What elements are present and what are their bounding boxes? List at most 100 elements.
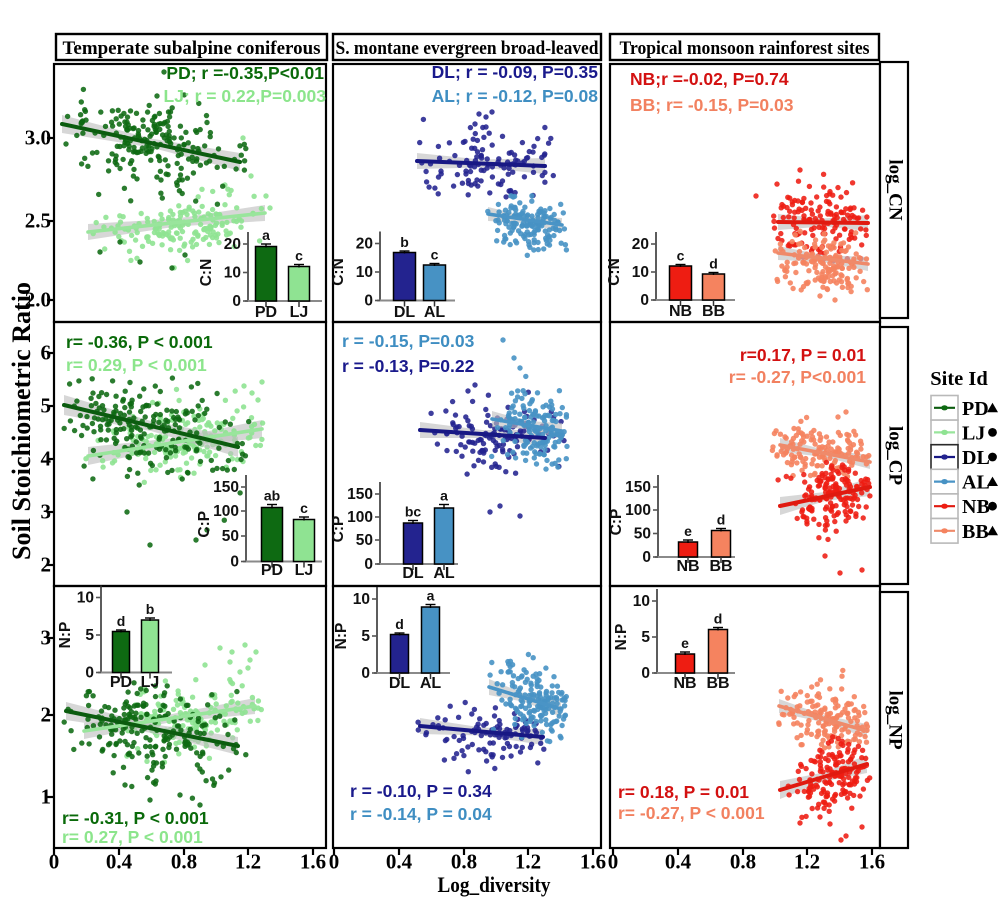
- svg-text:log_NP: log_NP: [885, 690, 906, 750]
- svg-text:c: c: [677, 248, 685, 264]
- svg-text:0.8: 0.8: [451, 850, 477, 874]
- svg-text:100: 100: [213, 503, 239, 520]
- svg-text:Log_diversity: Log_diversity: [438, 872, 551, 897]
- svg-text:C:N: C:N: [606, 258, 623, 286]
- svg-text:BB: BB: [706, 675, 729, 692]
- svg-text:0.4: 0.4: [386, 850, 413, 874]
- svg-text:DL: DL: [402, 565, 424, 582]
- svg-text:2: 2: [41, 553, 52, 577]
- svg-text:AL: AL: [433, 565, 455, 582]
- svg-text:r= 0.29, P < 0.001: r= 0.29, P < 0.001: [66, 355, 207, 375]
- svg-text:150: 150: [213, 479, 239, 496]
- svg-text:NB: NB: [669, 303, 692, 320]
- svg-text:50: 50: [634, 526, 651, 543]
- svg-text:d: d: [717, 512, 726, 528]
- svg-text:N:P: N:P: [613, 624, 630, 651]
- svg-text:C:N: C:N: [330, 258, 347, 286]
- svg-text:LJ: LJ: [962, 422, 985, 444]
- svg-text:d: d: [709, 256, 718, 272]
- svg-text:0.8: 0.8: [730, 850, 756, 874]
- svg-text:5: 5: [41, 394, 52, 418]
- svg-text:r= -0.31, P < 0.001: r= -0.31, P < 0.001: [62, 808, 209, 828]
- svg-text:r= -0.27, P < 0.001: r= -0.27, P < 0.001: [618, 803, 765, 823]
- svg-text:NB: NB: [676, 558, 699, 575]
- svg-text:r = -0.15, P=0.03: r = -0.15, P=0.03: [342, 331, 475, 351]
- svg-text:a: a: [440, 488, 448, 504]
- svg-text:BB; r= -0.15, P=0.03: BB; r= -0.15, P=0.03: [630, 95, 794, 115]
- svg-text:1: 1: [41, 785, 52, 809]
- svg-text:r=0.17, P = 0.01: r=0.17, P = 0.01: [740, 345, 866, 365]
- svg-text:Tropical monsoon rainforest si: Tropical monsoon rainforest sites: [620, 38, 870, 59]
- svg-text:6: 6: [41, 341, 52, 365]
- svg-text:0: 0: [364, 556, 373, 573]
- svg-text:0: 0: [364, 293, 373, 310]
- svg-text:C:P: C:P: [196, 511, 213, 538]
- svg-text:1.2: 1.2: [515, 850, 541, 874]
- svg-text:AL: AL: [962, 472, 990, 494]
- svg-text:1.6: 1.6: [859, 850, 885, 874]
- svg-text:20: 20: [356, 236, 373, 253]
- svg-text:5: 5: [641, 629, 650, 646]
- svg-text:0: 0: [608, 850, 619, 874]
- svg-text:S. montane evergreen broad-lea: S. montane evergreen broad-leaved: [336, 38, 599, 59]
- svg-text:c: c: [431, 247, 439, 263]
- svg-text:0: 0: [641, 665, 650, 682]
- svg-text:r = -0.14, P = 0.04: r = -0.14, P = 0.04: [350, 804, 492, 824]
- svg-text:LJ; r = 0.22,P=0.003: LJ; r = 0.22,P=0.003: [164, 86, 327, 106]
- svg-text:BB: BB: [702, 303, 725, 320]
- svg-text:C:P: C:P: [608, 509, 625, 536]
- svg-text:0: 0: [361, 665, 370, 682]
- svg-text:LJ: LJ: [290, 304, 309, 321]
- svg-text:0: 0: [232, 293, 241, 310]
- svg-text:AL: AL: [424, 304, 446, 321]
- svg-text:DL; r = -0.09, P=0.35: DL; r = -0.09, P=0.35: [432, 62, 599, 82]
- svg-text:a: a: [262, 227, 270, 243]
- svg-text:NB;r =-0.02, P=0.74: NB;r =-0.02, P=0.74: [630, 69, 789, 89]
- svg-text:0.8: 0.8: [171, 850, 197, 874]
- svg-text:10: 10: [77, 590, 94, 607]
- svg-text:0: 0: [329, 850, 340, 874]
- svg-text:PD; r =-0.35,P<0.01: PD; r =-0.35,P<0.01: [166, 63, 324, 83]
- svg-text:Site Id: Site Id: [930, 368, 988, 390]
- svg-text:0: 0: [230, 554, 239, 571]
- svg-text:20: 20: [224, 236, 241, 253]
- svg-text:b: b: [146, 601, 155, 617]
- svg-text:r= -0.27, P<0.001: r= -0.27, P<0.001: [729, 367, 866, 387]
- svg-text:2: 2: [41, 703, 52, 727]
- svg-text:PD: PD: [110, 674, 132, 691]
- svg-text:NB: NB: [962, 496, 990, 518]
- svg-text:r= 0.27, P < 0.001: r= 0.27, P < 0.001: [62, 827, 203, 847]
- svg-text:BB: BB: [709, 558, 732, 575]
- svg-text:Temperate subalpine coniferous: Temperate subalpine coniferous: [63, 38, 321, 59]
- svg-text:10: 10: [633, 593, 650, 610]
- svg-text:d: d: [714, 611, 723, 627]
- svg-text:0: 0: [49, 850, 60, 874]
- svg-text:5: 5: [85, 627, 94, 644]
- svg-text:e: e: [684, 523, 692, 539]
- svg-text:3: 3: [41, 500, 52, 524]
- svg-text:d: d: [395, 616, 404, 632]
- svg-text:r= -0.36, P < 0.001: r= -0.36, P < 0.001: [66, 332, 213, 352]
- svg-text:Soil Stoichiometric Ratio: Soil Stoichiometric Ratio: [7, 282, 36, 560]
- svg-text:0: 0: [642, 549, 651, 566]
- svg-text:N:P: N:P: [57, 622, 74, 649]
- svg-text:100: 100: [347, 509, 373, 526]
- svg-text:1.6: 1.6: [300, 850, 326, 874]
- svg-text:4: 4: [41, 447, 52, 471]
- svg-text:1.6: 1.6: [580, 850, 606, 874]
- svg-text:PD: PD: [261, 562, 283, 579]
- svg-text:10: 10: [632, 264, 649, 281]
- svg-text:AL: AL: [420, 675, 442, 692]
- svg-text:e: e: [681, 635, 689, 651]
- svg-text:1.2: 1.2: [235, 850, 261, 874]
- svg-text:2.0: 2.0: [25, 288, 51, 312]
- svg-text:LJ: LJ: [141, 674, 160, 691]
- svg-text:150: 150: [347, 486, 373, 503]
- svg-text:bc: bc: [405, 504, 422, 520]
- svg-text:0.4: 0.4: [106, 850, 133, 874]
- svg-text:r= 0.18, P = 0.01: r= 0.18, P = 0.01: [618, 782, 749, 802]
- svg-text:10: 10: [356, 264, 373, 281]
- svg-text:r = -0.10, P = 0.34: r = -0.10, P = 0.34: [350, 781, 492, 801]
- svg-text:AL; r = -0.12, P=0.08: AL; r = -0.12, P=0.08: [432, 86, 599, 106]
- svg-text:N:P: N:P: [333, 623, 350, 650]
